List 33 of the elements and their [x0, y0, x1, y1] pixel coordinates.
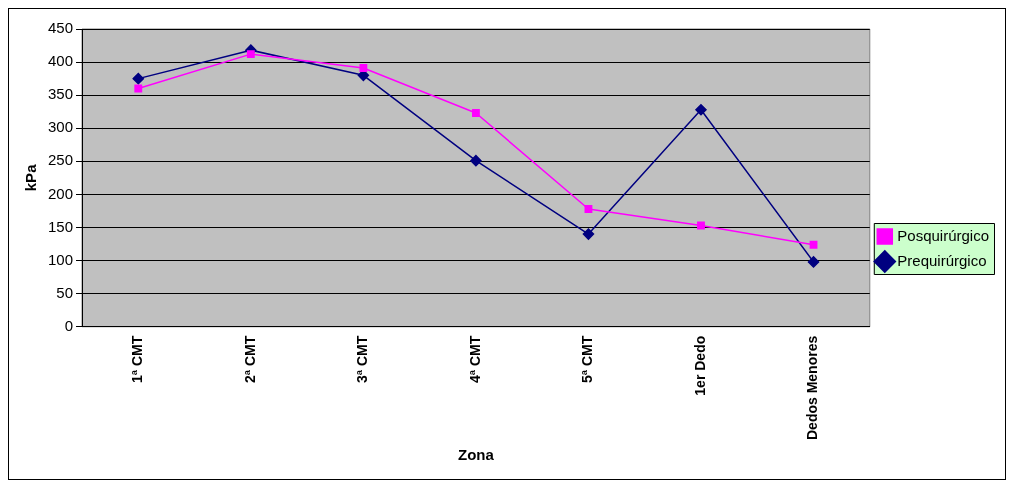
y-tick-label: 0 [64, 316, 74, 334]
y-tick-label: 100 [48, 250, 74, 268]
x-tick-label: 5ª CMT [579, 335, 596, 383]
y-axis-title: kPa [22, 163, 40, 192]
y-tick-label: 350 [48, 85, 74, 103]
point [809, 240, 818, 249]
point [132, 72, 145, 85]
point [471, 109, 480, 117]
point [246, 50, 255, 59]
point [134, 84, 143, 93]
x-tick-label: 1ª CMT [129, 335, 146, 383]
point [584, 205, 593, 213]
y-tick-label: 450 [48, 19, 74, 37]
y-tick-label: 150 [48, 217, 74, 235]
y-tick-label: 400 [48, 52, 74, 70]
point [582, 228, 595, 240]
x-tick-label: Dedos Menores [804, 335, 821, 440]
point [470, 154, 482, 167]
x-axis-title: Zona [457, 446, 495, 464]
x-tick-label: 2ª CMT [241, 335, 258, 383]
x-tick-label: 3ª CMT [354, 335, 371, 383]
point [807, 256, 820, 268]
x-tick-label: 1er Dedo [691, 335, 708, 396]
point [359, 64, 368, 72]
point [697, 221, 705, 230]
y-tick-label: 200 [48, 184, 74, 202]
y-tick-label: 250 [48, 151, 74, 169]
point [695, 103, 707, 116]
x-tick-label: 4ª CMT [466, 335, 483, 383]
legend-label: Prequirúrgico [897, 251, 987, 269]
legend-label: Posquirúrgico [897, 226, 989, 244]
y-tick-label: 300 [48, 118, 74, 136]
y-tick-label: 50 [56, 283, 74, 301]
